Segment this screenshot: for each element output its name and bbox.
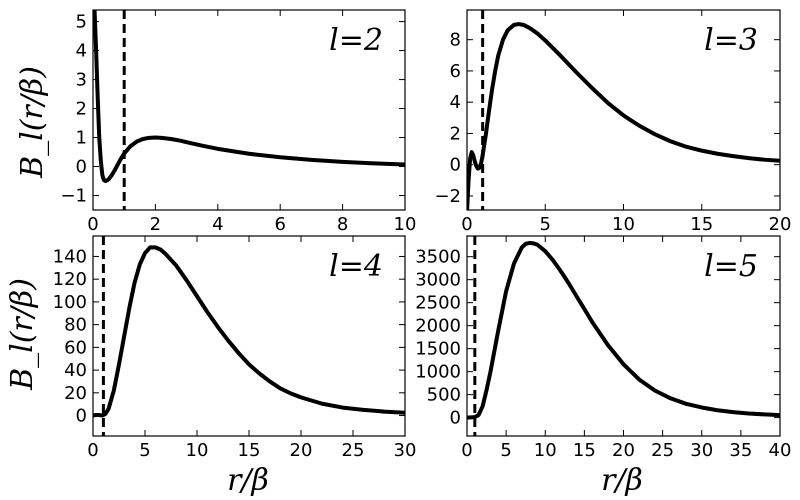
x-tick-label: 25	[651, 440, 674, 461]
panel-l5: 0 5 10 15 20 25 30 35 40050010001500200025003000…	[415, 235, 792, 461]
y-tick-label: −1	[60, 186, 87, 207]
y-tick-label: 2	[450, 123, 461, 144]
y-tick-label: 40	[64, 360, 87, 381]
x-tick-label: 20	[769, 214, 792, 235]
y-tick-label: 3000	[415, 270, 461, 291]
x-tick-label: 0	[87, 440, 98, 461]
panel-label: l=4	[329, 249, 383, 284]
x-tick-label: 25	[342, 440, 365, 461]
y-tick-label: 0	[450, 155, 461, 176]
panel-label: l=5	[704, 249, 758, 284]
y-tick-label: 60	[64, 337, 87, 358]
x-tick-label: 20	[612, 440, 635, 461]
x-tick-label: 4	[212, 214, 223, 235]
y-axis-label-bottom: B_l(r/β)	[5, 278, 40, 391]
series-line-0	[93, 245, 405, 418]
y-tick-label: 2000	[415, 316, 461, 337]
y-tick-label: 1	[76, 128, 87, 149]
x-tick-label: 0	[461, 440, 472, 461]
y-tick-label: 20	[64, 383, 87, 404]
y-tick-label: 80	[64, 315, 87, 336]
x-tick-label: 15	[238, 440, 261, 461]
y-tick-label: 140	[53, 246, 87, 267]
series-line-0	[93, 10, 405, 184]
x-tick-label: 15	[690, 214, 713, 235]
y-tick-label: 6	[450, 61, 461, 82]
y-tick-label: 4	[450, 92, 461, 113]
y-tick-label: 120	[53, 269, 87, 290]
y-axis-label-top: B_l(r/β)	[15, 66, 50, 179]
x-tick-label: 2	[150, 214, 161, 235]
y-tick-label: 0	[76, 406, 87, 427]
plot-frame	[466, 9, 781, 211]
x-axis-label-right: r/β	[601, 463, 643, 498]
x-tick-label: 0	[87, 214, 98, 235]
x-tick-label: 0	[461, 214, 472, 235]
plot-frame	[466, 235, 781, 437]
x-tick-label: 15	[573, 440, 596, 461]
x-tick-label: 6	[274, 214, 285, 235]
y-tick-label: 1000	[415, 362, 461, 383]
y-tick-label: 5	[76, 12, 87, 33]
y-tick-label: 3500	[415, 247, 461, 268]
y-tick-label: 3	[76, 70, 87, 91]
x-tick-label: 10	[394, 214, 417, 235]
x-tick-label: 35	[729, 440, 752, 461]
x-tick-label: 40	[769, 440, 792, 461]
panel-label: l=3	[704, 23, 758, 58]
series-line-0	[467, 240, 780, 420]
series-line-0	[467, 22, 780, 210]
y-tick-label: 0	[450, 408, 461, 429]
panel-label: l=2	[329, 23, 383, 58]
x-tick-label: 5	[540, 214, 551, 235]
y-tick-label: 0	[76, 157, 87, 178]
x-tick-label: 20	[290, 440, 313, 461]
x-tick-label: 10	[534, 440, 557, 461]
y-tick-label: 4	[76, 41, 87, 62]
plot-frame	[92, 9, 406, 211]
x-tick-label: 30	[394, 440, 417, 461]
plot-frame	[92, 235, 406, 437]
y-tick-label: 100	[53, 292, 87, 313]
x-tick-label: 5	[139, 440, 150, 461]
x-tick-label: 10	[612, 214, 635, 235]
x-tick-label: 30	[690, 440, 713, 461]
x-tick-label: 10	[186, 440, 209, 461]
y-tick-label: 500	[427, 385, 461, 406]
y-tick-label: 2500	[415, 293, 461, 314]
y-tick-label: 1500	[415, 339, 461, 360]
x-axis-label-left: r/β	[227, 463, 269, 498]
x-tick-label: 5	[500, 440, 511, 461]
y-tick-label: −2	[434, 186, 461, 207]
y-tick-label: 2	[76, 99, 87, 120]
x-tick-label: 8	[337, 214, 348, 235]
y-tick-label: 8	[450, 30, 461, 51]
